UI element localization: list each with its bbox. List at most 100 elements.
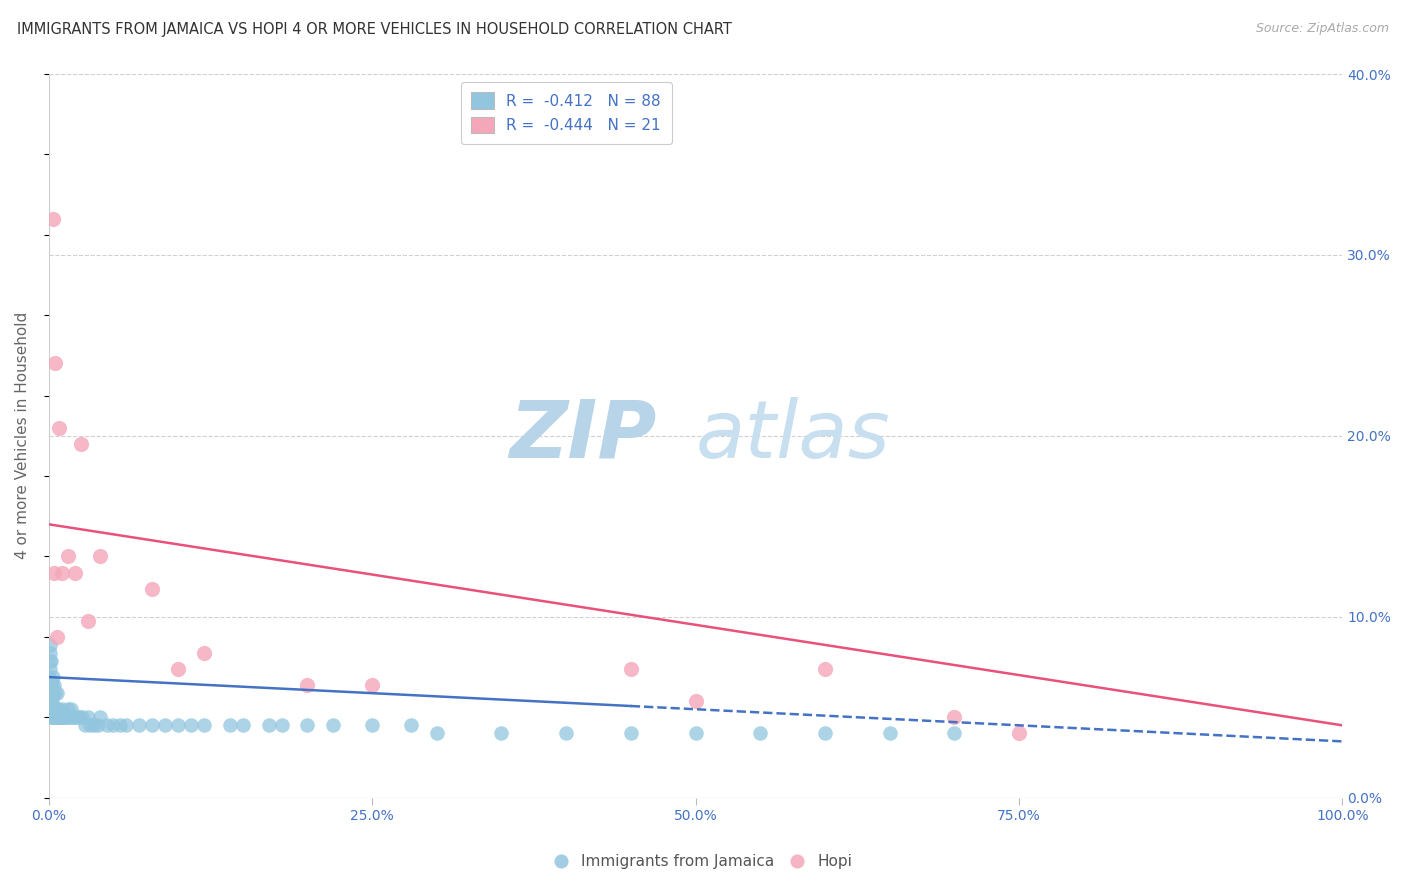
Point [48,710,70,724]
Point [73,718,96,732]
Point [685,694,707,708]
Point [555,726,578,740]
Point [49,710,72,724]
Point [89,549,111,564]
Point [45,686,67,700]
Point [44,702,66,716]
Point [79,718,101,732]
Point [42,678,65,692]
Point [44,702,66,716]
Legend: Immigrants from Jamaica, Hopi: Immigrants from Jamaica, Hopi [548,848,858,875]
Point [56,710,79,724]
Point [38,670,60,684]
Point [193,646,215,660]
Point [41,702,63,716]
Point [167,662,190,676]
Point [879,726,901,740]
Point [44,702,66,716]
Point [39,710,62,724]
Point [51,702,73,716]
Point [814,662,837,676]
Point [491,726,513,740]
Point [56,702,79,716]
Point [89,710,111,724]
Point [361,678,384,692]
Point [45,710,67,724]
Point [41,702,63,716]
Point [180,718,202,732]
Point [270,718,292,732]
Point [108,718,131,732]
Text: Source: ZipAtlas.com: Source: ZipAtlas.com [1256,22,1389,36]
Point [59,702,82,716]
Point [62,710,84,724]
Point [39,694,62,708]
Point [49,710,72,724]
Text: ZIP: ZIP [509,397,657,475]
Point [38,662,60,676]
Point [69,710,91,724]
Point [41,686,63,700]
Point [167,718,190,732]
Point [63,710,86,724]
Point [48,421,70,435]
Point [48,710,70,724]
Point [41,211,63,226]
Point [46,710,69,724]
Point [426,726,449,740]
Point [39,686,62,700]
Point [42,702,65,716]
Point [297,718,319,732]
Point [42,710,65,724]
Point [56,549,79,564]
Point [76,710,98,724]
Point [41,678,63,692]
Point [41,694,63,708]
Point [814,726,837,740]
Point [70,437,93,451]
Point [943,726,966,740]
Point [60,710,83,724]
Point [41,710,63,724]
Point [1008,726,1031,740]
Point [48,702,70,716]
Point [103,718,125,732]
Point [297,678,319,692]
Point [943,710,966,724]
Point [42,710,65,724]
Point [72,710,94,724]
Point [232,718,254,732]
Point [87,718,110,732]
Point [45,630,67,644]
Point [399,718,422,732]
Legend: R =  -0.412   N = 88, R =  -0.444   N = 21: R = -0.412 N = 88, R = -0.444 N = 21 [461,82,672,144]
Point [749,726,772,740]
Point [39,694,62,708]
Point [39,678,62,692]
Point [51,566,73,580]
Point [53,710,76,724]
Point [322,718,344,732]
Y-axis label: 4 or more Vehicles in Household: 4 or more Vehicles in Household [15,312,30,559]
Point [44,686,66,700]
Point [141,582,163,596]
Point [76,614,98,628]
Point [218,718,240,732]
Point [44,710,66,724]
Text: atlas: atlas [696,397,890,475]
Point [44,356,66,370]
Point [55,710,77,724]
Point [39,678,62,692]
Text: IMMIGRANTS FROM JAMAICA VS HOPI 4 OR MORE VEHICLES IN HOUSEHOLD CORRELATION CHAR: IMMIGRANTS FROM JAMAICA VS HOPI 4 OR MOR… [17,22,731,37]
Point [39,646,62,660]
Point [153,718,176,732]
Point [52,710,75,724]
Point [58,710,80,724]
Point [193,718,215,732]
Point [257,718,280,732]
Point [685,726,707,740]
Point [46,710,69,724]
Point [141,718,163,732]
Point [620,726,643,740]
Point [83,718,105,732]
